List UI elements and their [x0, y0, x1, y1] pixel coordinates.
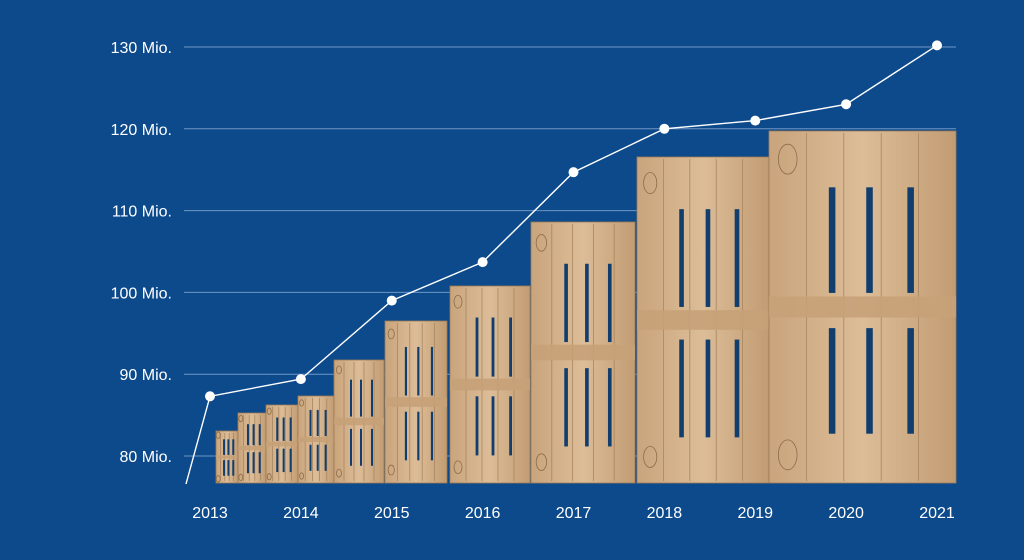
data-point-2015: [386, 295, 397, 306]
pallet-0: [215, 430, 239, 484]
series-layer: [185, 44, 938, 485]
x-axis-ticks: 2013 2014 2015 2016 2017 2018 2019 2020 2021: [192, 505, 955, 522]
data-points: [205, 40, 942, 402]
x-tick-label: 2013: [192, 505, 228, 522]
y-axis-ticks: 80 Mio. 90 Mio. 100 Mio. 110 Mio. 120 Mio. 13…: [111, 40, 172, 466]
pallet-illustrations: [215, 130, 957, 484]
data-point-2014: [295, 374, 306, 385]
pallet-2: [265, 404, 299, 484]
x-tick-label: 2017: [556, 505, 592, 522]
pallet-6: [449, 285, 531, 484]
x-tick-label: 2018: [647, 505, 683, 522]
x-tick-label: 2019: [737, 505, 773, 522]
data-point-2019: [750, 115, 761, 126]
y-tick-label: 90 Mio.: [120, 367, 172, 384]
pallet-8: [636, 156, 770, 484]
y-tick-label: 120 Mio.: [111, 122, 172, 139]
pallet-1: [237, 412, 267, 484]
y-tick-label: 80 Mio.: [120, 449, 172, 466]
series-line: [185, 44, 938, 485]
x-tick-label: 2015: [374, 505, 410, 522]
data-point-2020: [841, 99, 852, 110]
data-point-2017: [568, 167, 579, 178]
data-point-2016: [477, 257, 488, 268]
y-tick-label: 130 Mio.: [111, 40, 172, 57]
x-tick-label: 2020: [828, 505, 864, 522]
pallet-7: [530, 221, 636, 484]
pallet-9: [768, 130, 957, 484]
data-point-2018: [659, 123, 670, 134]
pallet-4: [333, 359, 385, 484]
x-tick-label: 2021: [919, 505, 955, 522]
pallet-3: [297, 395, 335, 484]
y-tick-label: 110 Mio.: [112, 204, 172, 221]
y-tick-label: 100 Mio.: [111, 285, 172, 302]
x-tick-label: 2016: [465, 505, 501, 522]
data-point-2013: [205, 391, 215, 402]
data-point-2021: [932, 40, 942, 51]
x-tick-label: 2014: [283, 505, 319, 522]
pallet-5: [384, 320, 448, 484]
